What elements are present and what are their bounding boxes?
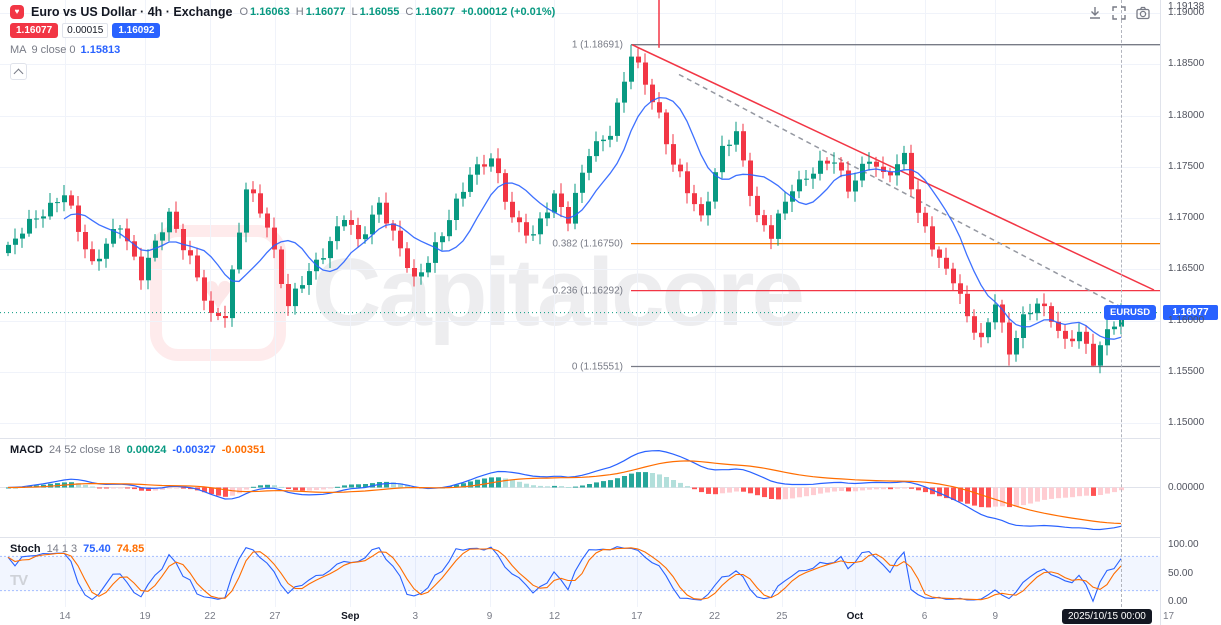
bid-badge[interactable]: 1.16077 <box>10 23 59 38</box>
axis-tick: 1.17000 <box>1168 212 1205 223</box>
axis-tick: 1.17500 <box>1168 160 1205 172</box>
price-axis[interactable]: 1.16077 1.19138 1.19000 1.18500 1.18000 1.17… <box>1160 0 1221 625</box>
ohlc-values: O 1.16063 H 1.16077 L 1.16055 C 1.16077 … <box>239 6 555 18</box>
time-axis-label: 6 <box>921 611 928 622</box>
time-axis-label: 9 <box>486 611 493 622</box>
spread-value: 0.00015 <box>62 23 109 38</box>
axis-tick: 0.00 <box>1168 596 1188 607</box>
time-axis-label: 3 <box>412 611 419 622</box>
time-axis-label: 14 <box>59 611 71 622</box>
time-axis-label: 22 <box>708 611 721 622</box>
stoch-pane[interactable] <box>0 539 1160 607</box>
fullscreen-icon[interactable] <box>1110 4 1128 22</box>
close-value: 1.16077 <box>415 6 456 18</box>
axis-tick: 50.00 <box>1168 567 1194 579</box>
high-value: 1.16077 <box>305 6 346 18</box>
axis-tick: 1.15000 <box>1168 417 1205 428</box>
axis-tick: 100.00 <box>1168 539 1199 550</box>
broker-logo-icon: ♥ <box>10 5 24 19</box>
axis-tick: 1.18000 <box>1168 109 1205 121</box>
stoch-legend[interactable]: Stoch 14 1 3 75.40 74.85 <box>10 543 144 555</box>
camera-icon[interactable] <box>1134 4 1152 22</box>
svg-text:0.236 (1.16292): 0.236 (1.16292) <box>552 286 623 297</box>
macd-pane[interactable] <box>0 439 1160 536</box>
low-label: L <box>351 6 358 18</box>
time-axis-label: 27 <box>269 611 281 622</box>
future-date-label: 17 <box>1163 611 1175 622</box>
svg-text:0.382 (1.16750): 0.382 (1.16750) <box>552 239 623 250</box>
time-axis-label: 9 <box>992 611 999 622</box>
axis-tick: 1.19138 <box>1168 1 1205 12</box>
open-label: O <box>239 6 249 18</box>
time-axis-label: 22 <box>204 611 216 622</box>
axis-tick: 1.16000 <box>1168 314 1205 326</box>
tradingview-logo-icon[interactable]: TV <box>10 572 28 589</box>
macd-signal-value: -0.00351 <box>221 444 266 456</box>
axis-tick: 1.19000 <box>1168 7 1205 18</box>
stoch-settings: 14 1 3 <box>46 543 78 555</box>
change-value: +0.00012 (+0.01%) <box>461 6 556 18</box>
chart-toolbar <box>1086 4 1152 22</box>
pane-separator[interactable] <box>0 537 1160 538</box>
current-price-badge: 1.16077 <box>1163 304 1218 320</box>
download-icon[interactable] <box>1086 4 1104 22</box>
symbol-info-bar: ♥ Euro vs US Dollar · 4h · Exchange O 1.… <box>10 5 555 80</box>
stoch-k-value: 75.40 <box>83 543 111 555</box>
time-axis-label: 17 <box>631 611 643 622</box>
ma-value: 1.15813 <box>80 44 121 56</box>
axis-tick: 1.15500 <box>1168 365 1205 377</box>
time-axis[interactable]: 14 19 22 27 Sep 3 9 12 17 22 25 Oct 6 9 <box>0 607 1160 625</box>
time-axis-label: Oct <box>846 611 864 622</box>
axis-tick: 1.16500 <box>1168 263 1205 275</box>
macd-legend[interactable]: MACD 24 52 close 18 0.00024 -0.00327 -0.… <box>10 444 265 456</box>
ma-legend[interactable]: MA 9 close 0 1.15813 <box>10 44 555 56</box>
watermark-text: Capitalcore <box>312 239 805 346</box>
pane-separator[interactable] <box>0 438 1160 439</box>
close-label: C <box>405 6 414 18</box>
time-axis-label: Sep <box>341 611 360 622</box>
time-axis-label: 25 <box>776 611 788 622</box>
chevron-up-icon <box>13 68 24 78</box>
svg-text:0 (1.15551): 0 (1.15551) <box>572 362 623 373</box>
stoch-name: Stoch <box>10 543 41 555</box>
macd-name: MACD <box>10 444 43 456</box>
axis-tick: 1.18500 <box>1168 58 1205 70</box>
macd-line-value: -0.00327 <box>172 444 216 456</box>
legend-collapse-button[interactable] <box>10 63 27 80</box>
axis-tick: 0.00000 <box>1168 481 1205 493</box>
time-axis-label: 12 <box>548 611 561 622</box>
time-axis-label: 19 <box>139 611 151 622</box>
ask-badge[interactable]: 1.16092 <box>112 23 161 38</box>
stoch-d-value: 74.85 <box>116 543 145 555</box>
open-value: 1.16063 <box>250 6 290 18</box>
symbol-title[interactable]: Euro vs US Dollar · 4h · Exchange <box>31 5 233 19</box>
high-label: H <box>295 6 304 18</box>
svg-text:1 (1.18691): 1 (1.18691) <box>572 40 623 51</box>
macd-settings: 24 52 close 18 <box>49 444 121 456</box>
symbol-price-pill: EURUSD <box>1104 304 1157 320</box>
low-value: 1.16055 <box>359 6 400 18</box>
last-bar-vertical-line <box>1121 0 1122 607</box>
date-badge: 2025/10/15 00:00 <box>1062 609 1152 624</box>
ma-params: 9 close 0 <box>31 44 76 56</box>
main-price-pane[interactable]: 1 (1.18691) 0.382 (1.16750) 0.236 (1.16292… <box>0 0 1160 438</box>
ma-name: MA <box>10 44 27 56</box>
macd-hist-value: 0.00024 <box>126 444 167 456</box>
watermark: ♥ Capitalcore <box>150 225 805 361</box>
